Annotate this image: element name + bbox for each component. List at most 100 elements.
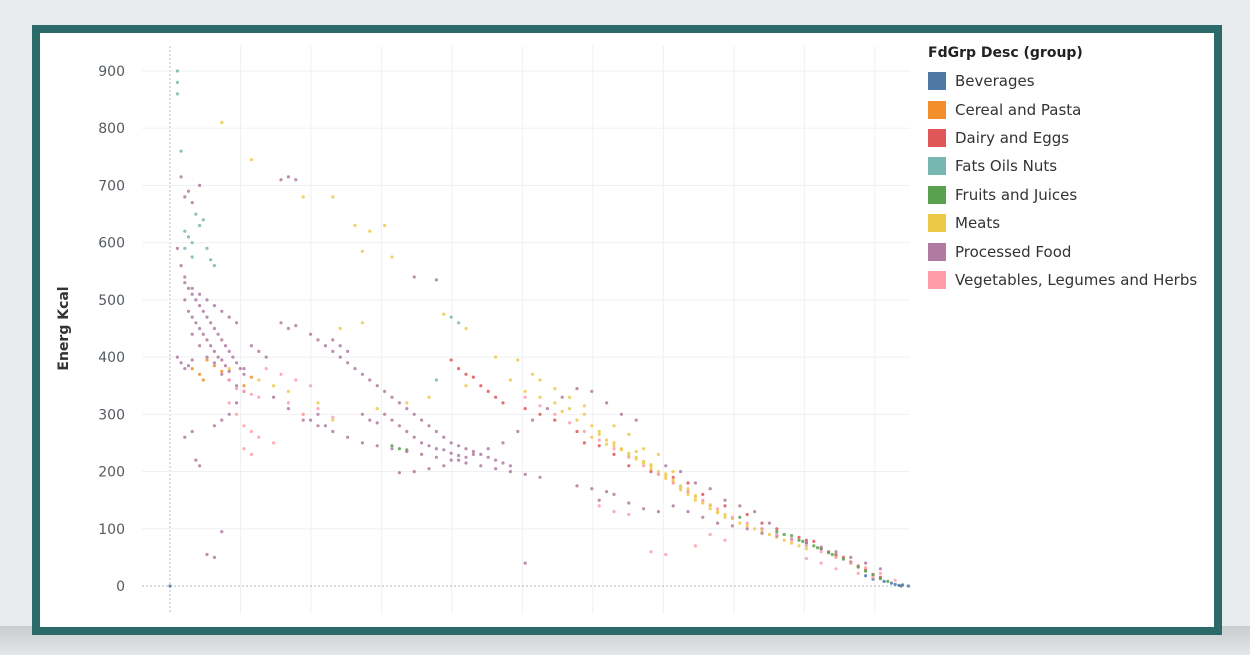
data-point <box>642 507 646 511</box>
data-point <box>220 372 224 376</box>
data-point <box>538 378 542 382</box>
data-point <box>434 378 438 382</box>
data-point <box>590 487 594 491</box>
data-point <box>168 584 172 588</box>
data-point <box>723 538 727 542</box>
data-point <box>642 461 646 465</box>
data-point <box>279 321 283 325</box>
data-point <box>338 344 342 348</box>
data-point <box>686 492 690 496</box>
data-point <box>656 510 661 514</box>
chart-frame: 0 100 200 300 400 500 600 700 800 900 Energ Kcal … <box>32 25 1222 635</box>
data-point <box>767 532 772 537</box>
data-point <box>368 229 372 233</box>
data-point <box>257 378 261 382</box>
data-point <box>194 298 198 302</box>
data-point <box>801 539 805 543</box>
y-tick-label: 900 <box>98 64 125 80</box>
data-point <box>434 455 438 459</box>
legend-item[interactable]: Fruits and Juices <box>928 181 1228 209</box>
data-point <box>494 467 498 471</box>
data-point <box>701 498 705 502</box>
data-point <box>701 515 705 519</box>
legend-label: Processed Food <box>955 242 1072 261</box>
legend-item[interactable]: Fats Oils Nuts <box>928 152 1228 180</box>
data-point <box>375 384 379 388</box>
data-point <box>249 344 253 348</box>
data-point <box>686 487 690 491</box>
data-point <box>190 358 194 362</box>
data-point <box>212 349 216 353</box>
data-point <box>175 80 179 84</box>
data-point <box>242 372 246 376</box>
data-point <box>405 449 409 454</box>
data-point <box>553 418 557 422</box>
data-point <box>627 464 631 468</box>
data-point <box>201 332 205 336</box>
data-point <box>294 178 298 182</box>
data-point <box>708 507 712 511</box>
data-point <box>179 264 183 268</box>
data-point <box>360 441 364 445</box>
legend-swatch <box>928 128 946 147</box>
data-point <box>420 418 424 422</box>
data-point <box>568 421 572 425</box>
data-point <box>679 486 683 490</box>
data-point <box>286 326 290 331</box>
data-point <box>412 435 416 439</box>
data-point <box>471 449 475 454</box>
data-point <box>634 418 638 422</box>
data-point <box>227 315 231 319</box>
legend-item[interactable]: Cereal and Pasta <box>928 95 1228 123</box>
data-point <box>804 547 809 551</box>
data-point <box>272 395 276 399</box>
data-point <box>227 412 231 416</box>
y-tick-label: 100 <box>98 522 125 538</box>
data-point <box>212 364 216 368</box>
data-point <box>442 464 446 468</box>
data-point <box>723 498 727 502</box>
data-point <box>693 494 698 498</box>
data-point <box>627 432 631 436</box>
legend-item[interactable]: Dairy and Eggs <box>928 124 1228 152</box>
data-point <box>434 447 438 451</box>
y-axis-title: Energ Kcal <box>56 286 72 370</box>
data-point <box>286 389 290 393</box>
data-point <box>235 361 239 365</box>
data-point <box>442 312 446 316</box>
data-point <box>575 484 579 488</box>
data-point <box>331 195 335 199</box>
data-point <box>701 492 705 496</box>
data-point <box>612 510 616 514</box>
data-point <box>819 550 823 554</box>
legend-label: Vegetables, Legumes and Herbs <box>955 270 1198 289</box>
data-point <box>212 361 216 365</box>
data-point <box>775 530 779 534</box>
data-point <box>301 418 305 422</box>
legend-swatch <box>928 157 946 176</box>
legend-item[interactable]: Processed Food <box>928 237 1228 265</box>
legend-item[interactable]: Vegetables, Legumes and Herbs <box>928 266 1228 294</box>
data-point <box>723 504 727 508</box>
data-points <box>168 69 911 588</box>
data-point <box>420 452 424 456</box>
data-point <box>220 120 224 125</box>
legend-item[interactable]: Meats <box>928 209 1228 237</box>
data-point <box>730 515 735 519</box>
data-point <box>605 401 609 405</box>
data-point <box>708 532 712 537</box>
legend-item[interactable]: Beverages <box>928 67 1228 95</box>
data-point <box>457 444 461 448</box>
data-point <box>464 461 468 465</box>
gridlines <box>142 46 910 614</box>
data-point <box>612 441 616 445</box>
data-point <box>309 384 313 388</box>
data-point <box>819 561 823 565</box>
data-point <box>235 384 239 388</box>
data-point <box>634 457 638 461</box>
data-point <box>523 389 527 393</box>
data-point <box>582 429 587 434</box>
data-point <box>186 189 191 193</box>
data-point <box>582 412 587 416</box>
data-point <box>501 441 505 445</box>
